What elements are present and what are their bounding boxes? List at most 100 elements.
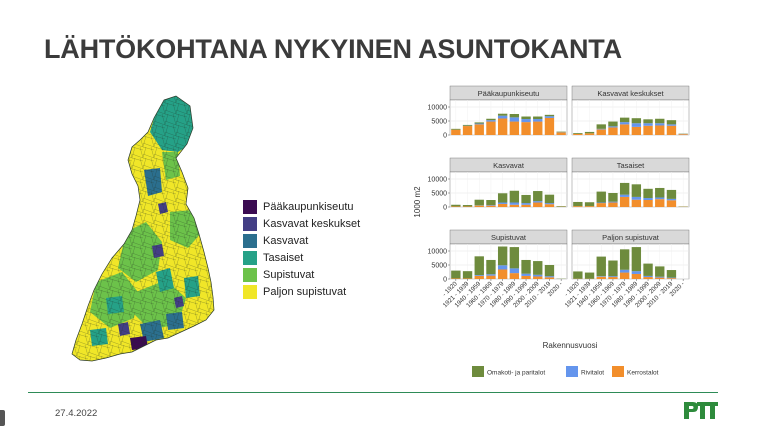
bar-segment <box>521 204 531 207</box>
facet-title: Kasvavat keskukset <box>597 89 664 98</box>
bar-segment <box>655 266 665 277</box>
bar-segment <box>497 202 508 204</box>
bar-segment <box>497 269 508 279</box>
bar-segment <box>608 126 618 128</box>
bar-segment <box>544 204 555 207</box>
facet-title: Pääkaupunkiseutu <box>478 89 540 98</box>
bar-segment <box>509 114 520 118</box>
facet-title: Supistuvat <box>491 233 527 242</box>
map-legend: Pääkaupunkiseutu Kasvavat keskukset Kasv… <box>243 198 360 300</box>
bar-segment <box>521 259 531 274</box>
bar-segment <box>486 205 496 207</box>
bar-segment <box>474 199 484 206</box>
bar-segment <box>596 191 606 203</box>
y-tick-label: 0 <box>443 205 447 212</box>
bar-segment <box>619 196 630 207</box>
footer-divider <box>28 392 718 393</box>
bar-segment <box>462 271 473 279</box>
bar-segment <box>521 273 531 276</box>
bar-segment <box>462 205 473 207</box>
bar-segment <box>509 121 520 135</box>
bar-segment <box>596 129 606 135</box>
bar-segment <box>655 123 665 126</box>
bar-segment <box>497 113 508 116</box>
map-legend-item: Paljon supistuvat <box>243 283 360 300</box>
bar-segment <box>544 114 555 117</box>
bar-segment <box>655 277 665 279</box>
bar-segment <box>643 200 653 207</box>
bar-segment <box>619 182 630 195</box>
bar-segment <box>631 271 642 274</box>
bar-segment <box>666 278 677 279</box>
bar-segment <box>556 131 566 133</box>
legend-label: Paljon supistuvat <box>263 285 347 298</box>
chart-legend-item: Rivitalot <box>566 366 604 377</box>
bar-segment <box>655 125 665 135</box>
facet-title: Paljon supistuvat <box>602 233 660 242</box>
bar-segment <box>486 274 496 276</box>
bar-segment <box>666 277 677 279</box>
bar-segment <box>544 116 555 118</box>
bar-segment <box>486 205 496 206</box>
bar-segment <box>462 124 473 126</box>
y-tick-label: 5000 <box>431 191 447 198</box>
bar-segment <box>619 122 630 125</box>
map-legend-item: Tasaiset <box>243 249 360 266</box>
bar-segment <box>486 118 496 121</box>
bar-segment <box>619 269 630 273</box>
bar-segment <box>544 277 555 279</box>
bar-segment <box>509 204 520 207</box>
bar-segment <box>509 268 520 274</box>
bar-segment <box>497 193 508 203</box>
y-tick-label: 0 <box>443 277 447 284</box>
bar-segment <box>521 119 531 123</box>
legend-swatch <box>243 267 257 282</box>
side-tab <box>0 410 5 426</box>
bar-segment <box>509 273 520 279</box>
bar-segment <box>619 124 630 135</box>
bar-segment <box>451 128 461 130</box>
legend-swatch <box>243 216 257 231</box>
bar-segment <box>666 120 677 125</box>
bar-segment <box>643 198 653 200</box>
bar-segment <box>474 122 484 124</box>
bar-segment <box>497 246 508 266</box>
bar-segment <box>666 124 677 126</box>
bar-segment <box>655 199 665 207</box>
legend-label: Tasaiset <box>263 251 304 264</box>
map-legend-item: Supistuvat <box>243 266 360 283</box>
bar-segment <box>533 116 543 120</box>
bar-segment <box>556 206 566 207</box>
bar-segment <box>497 265 508 270</box>
slide-title: LÄHTÖKOHTANA NYKYINEN ASUNTOKANTA <box>44 34 622 64</box>
slide-date: 27.4.2022 <box>55 408 98 419</box>
bar-segment <box>643 125 653 135</box>
legend-swatch <box>243 199 257 214</box>
bar-segment <box>573 206 583 207</box>
bar-segment <box>509 202 520 205</box>
legend-swatch <box>472 366 484 377</box>
map-legend-item: Kasvavat keskukset <box>243 215 360 232</box>
bar-segment <box>544 276 555 278</box>
y-tick-label: 10000 <box>428 105 448 112</box>
bar-segment <box>619 249 630 270</box>
bar-segment <box>573 133 583 134</box>
bar-segment <box>451 129 461 135</box>
bar-segment <box>643 277 653 279</box>
bar-segment <box>486 120 496 122</box>
bar-segment <box>509 190 520 203</box>
bar-segment <box>521 203 531 205</box>
bar-segment <box>608 193 618 202</box>
bar-segment <box>474 123 484 125</box>
bar-segment <box>521 194 531 204</box>
bar-segment <box>608 277 618 279</box>
bar-segment <box>451 278 461 279</box>
bar-segment <box>573 133 583 135</box>
bar-segment <box>584 133 595 135</box>
bar-segment <box>643 119 653 124</box>
bar-segment <box>631 247 642 272</box>
bar-segment <box>573 271 583 279</box>
bar-segment <box>631 118 642 124</box>
